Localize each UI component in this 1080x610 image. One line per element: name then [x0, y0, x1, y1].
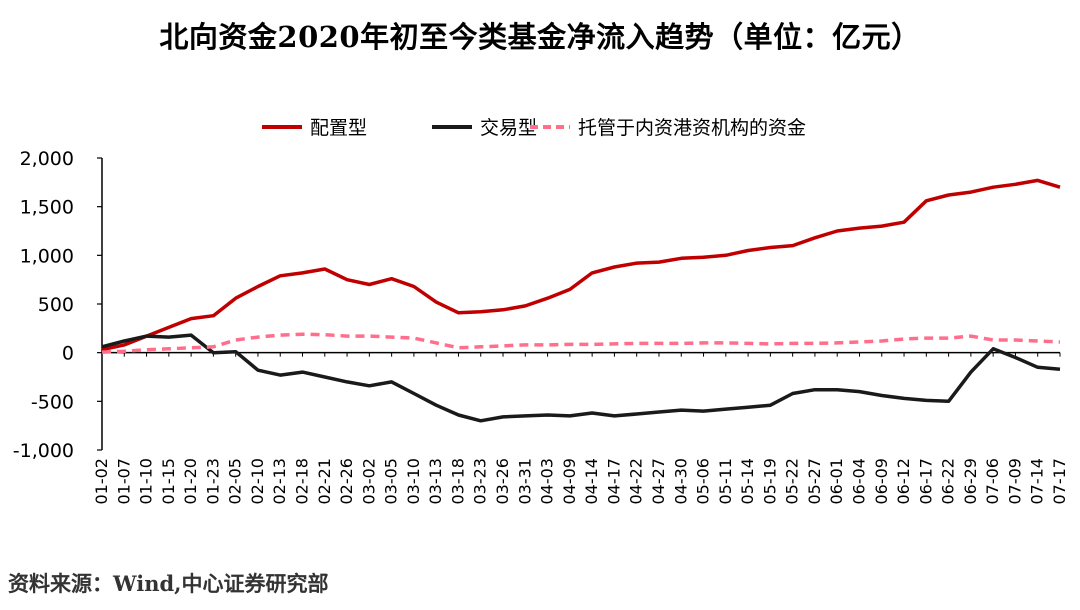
x-tick-label: 06-09	[872, 458, 891, 505]
series-line-3	[101, 332, 1061, 354]
legend-label-1: 配置型	[310, 117, 367, 139]
chart-title: 北向资金2020年初至今类基金净流入趋势（单位：亿元）	[159, 20, 921, 54]
x-tick-label: 01-10	[137, 458, 156, 505]
x-tick-label: 02-05	[226, 458, 245, 505]
x-tick-label: 03-05	[382, 458, 401, 505]
line-chart: 配置型 交易型 托管于内资港资机构的资金 2,000 1,500 1,000 500 0 -5…	[13, 117, 1069, 505]
y-tick-label: 1,500	[20, 197, 74, 219]
series-line-2	[101, 333, 1061, 423]
x-tick-label: 06-29	[961, 458, 980, 505]
x-tick-label: 05-06	[694, 458, 713, 505]
y-tick-label: -500	[31, 391, 74, 413]
series-group	[101, 178, 1061, 423]
x-tick-label: 06-01	[827, 458, 846, 505]
x-tick-label: 01-02	[92, 458, 111, 505]
x-tick-label: 04-17	[604, 458, 623, 505]
x-tick-label: 05-19	[760, 458, 779, 505]
x-tick-label: 01-20	[181, 458, 200, 505]
series-line-1	[101, 178, 1061, 352]
x-tick-label: 05-27	[805, 458, 824, 505]
x-tick-label: 03-31	[515, 458, 534, 505]
x-tick-label: 02-13	[270, 458, 289, 505]
x-tick-label: 02-26	[337, 458, 356, 505]
y-tick-label: -1,000	[13, 440, 74, 462]
x-tick-label: 03-02	[359, 458, 378, 505]
x-tick-label: 04-22	[627, 458, 646, 505]
x-tick-label: 03-26	[493, 458, 512, 505]
x-tick-label: 04-09	[560, 458, 579, 505]
legend-label-2: 交易型	[480, 117, 537, 139]
x-tick-label: 07-09	[1005, 458, 1024, 505]
y-tick-label: 0	[62, 343, 74, 365]
x-tick-label: 06-17	[916, 458, 935, 505]
x-tick-label: 02-18	[293, 458, 312, 505]
x-tick-label: 03-18	[448, 458, 467, 505]
source-note: 资料来源：Wind,中心证券研究部	[8, 571, 329, 596]
x-tick-label: 04-03	[538, 458, 557, 505]
x-tick-label: 04-30	[671, 458, 690, 505]
x-tick-label: 02-21	[315, 458, 334, 505]
x-tick-label: 07-06	[983, 458, 1002, 505]
x-tick-label: 06-22	[939, 458, 958, 505]
x-tick-label: 01-07	[114, 458, 133, 505]
x-tick-label: 03-10	[404, 458, 423, 505]
legend-label-3: 托管于内资港资机构的资金	[578, 117, 806, 139]
legend: 配置型 交易型 托管于内资港资机构的资金	[262, 117, 806, 139]
y-tick-label: 2,000	[20, 148, 74, 170]
x-tick-label: 04-14	[582, 458, 601, 505]
x-tick-label: 06-04	[849, 458, 868, 505]
x-tick-label: 05-22	[783, 458, 802, 505]
x-tick-label: 03-23	[471, 458, 490, 505]
y-tick-label: 1,000	[20, 245, 74, 267]
y-tick-label: 500	[38, 294, 74, 316]
x-tick-label: 01-23	[203, 458, 222, 505]
x-tick-label: 07-14	[1028, 458, 1047, 505]
x-tick-label: 06-12	[894, 458, 913, 505]
x-tick-label: 07-17	[1050, 458, 1069, 505]
x-tick-label: 04-27	[649, 458, 668, 505]
x-tick-label: 05-14	[738, 458, 757, 505]
x-tick-label: 01-15	[159, 458, 178, 505]
x-tick-label: 05-11	[716, 458, 735, 505]
x-tick-label: 02-10	[248, 458, 267, 505]
x-tick-label: 03-13	[426, 458, 445, 505]
